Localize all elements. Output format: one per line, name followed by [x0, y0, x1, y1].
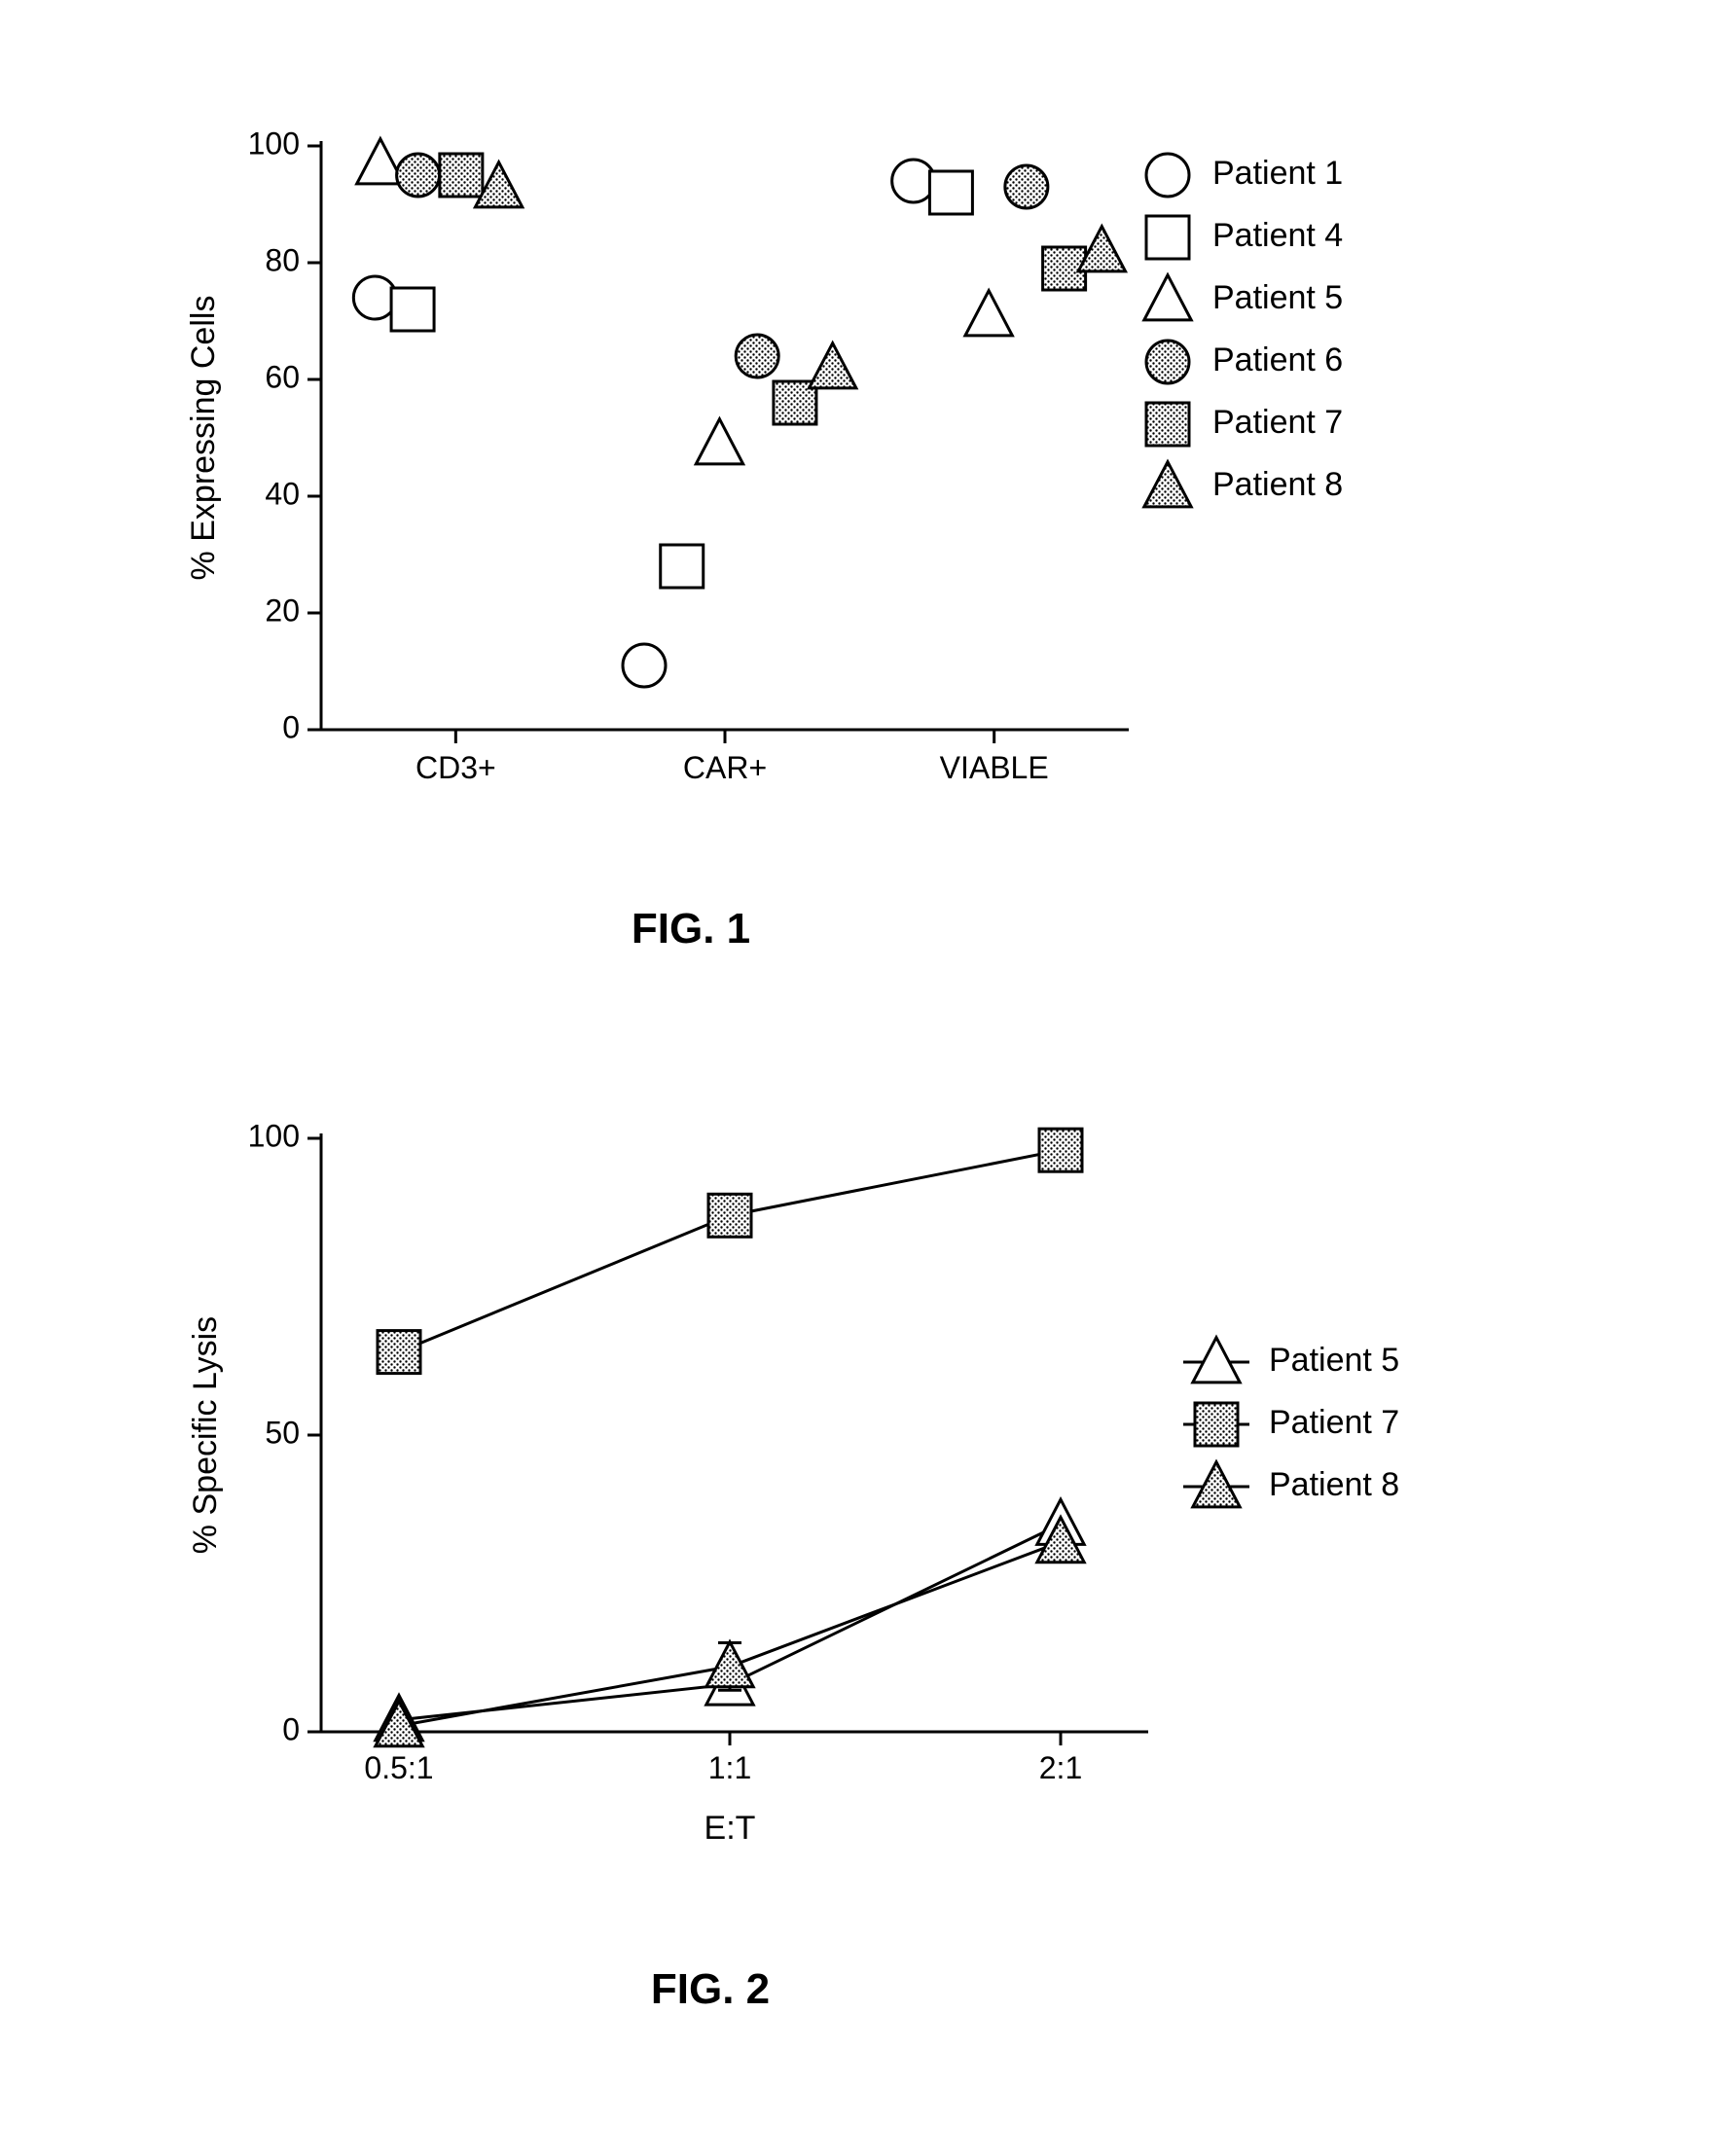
- fig2-caption: FIG. 2: [272, 1965, 1148, 2014]
- svg-text:% Specific Lysis: % Specific Lysis: [187, 1316, 224, 1554]
- svg-text:0: 0: [282, 709, 300, 744]
- fig1-chart: 0 20 40 60 80 100 CD3+ CAR+ VIABLE % Expressing C…: [165, 117, 1528, 856]
- svg-text:Patient 1: Patient 1: [1212, 155, 1343, 192]
- svg-text:Patient 8: Patient 8: [1269, 1466, 1399, 1503]
- svg-text:% Expressing Cells: % Expressing Cells: [185, 296, 222, 581]
- svg-text:100: 100: [248, 1118, 300, 1153]
- svg-text:50: 50: [265, 1415, 300, 1450]
- fig2-caption-text: FIG. 2: [651, 1965, 770, 2013]
- svg-text:20: 20: [265, 593, 300, 628]
- fig2-chart: 0 50 100 0.5:1 1:1 2:1 % Specific Lysis E:T Pati…: [165, 1109, 1528, 1907]
- svg-text:Patient 7: Patient 7: [1269, 1404, 1399, 1441]
- svg-text:Patient 6: Patient 6: [1212, 341, 1343, 378]
- svg-text:2:1: 2:1: [1039, 1750, 1082, 1785]
- svg-text:CAR+: CAR+: [683, 750, 767, 785]
- page: 0 20 40 60 80 100 CD3+ CAR+ VIABLE % Expressing C…: [0, 0, 1734, 2156]
- svg-text:Patient 7: Patient 7: [1212, 404, 1343, 441]
- svg-text:Patient 5: Patient 5: [1269, 1342, 1399, 1379]
- svg-text:100: 100: [248, 126, 300, 161]
- svg-text:Patient 4: Patient 4: [1212, 217, 1343, 254]
- svg-text:1:1: 1:1: [708, 1750, 751, 1785]
- fig1-caption-text: FIG. 1: [632, 905, 750, 952]
- svg-text:0.5:1: 0.5:1: [364, 1750, 433, 1785]
- fig1-caption: FIG. 1: [253, 905, 1129, 953]
- svg-text:0: 0: [282, 1711, 300, 1746]
- svg-text:E:T: E:T: [704, 1810, 756, 1847]
- svg-text:60: 60: [265, 359, 300, 394]
- svg-text:Patient 5: Patient 5: [1212, 279, 1343, 316]
- svg-text:40: 40: [265, 476, 300, 511]
- svg-text:CD3+: CD3+: [415, 750, 496, 785]
- svg-text:VIABLE: VIABLE: [940, 750, 1049, 785]
- svg-text:Patient 8: Patient 8: [1212, 466, 1343, 503]
- svg-text:80: 80: [265, 242, 300, 277]
